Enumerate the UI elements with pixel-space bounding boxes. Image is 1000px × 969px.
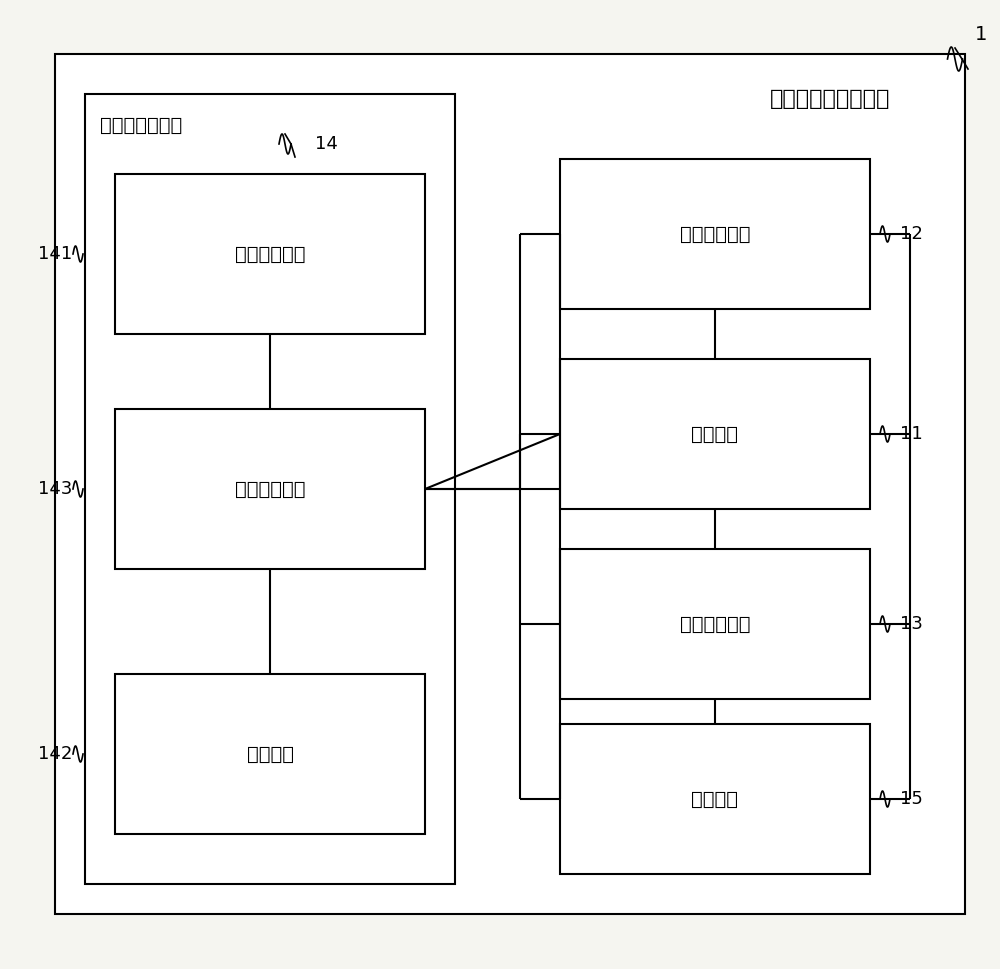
Text: 漏水检测模块: 漏水检测模块 (680, 614, 750, 634)
Text: 1: 1 (975, 24, 987, 44)
FancyBboxPatch shape (560, 159, 870, 309)
Text: 141: 141 (38, 245, 72, 263)
FancyBboxPatch shape (560, 359, 870, 509)
Text: 电池管理模块: 电池管理模块 (235, 480, 305, 498)
FancyBboxPatch shape (115, 674, 425, 834)
FancyBboxPatch shape (115, 409, 425, 569)
Text: 15: 15 (900, 790, 923, 808)
Text: 13: 13 (900, 615, 923, 633)
Text: 开关模块: 开关模块 (692, 790, 738, 808)
Text: 直饮水设备监测系统: 直饮水设备监测系统 (770, 89, 890, 109)
FancyBboxPatch shape (560, 549, 870, 699)
Text: 充电电池: 充电电池 (246, 744, 294, 764)
FancyBboxPatch shape (560, 724, 870, 874)
FancyBboxPatch shape (85, 94, 455, 884)
FancyBboxPatch shape (55, 54, 965, 914)
Text: 太阳能电池板: 太阳能电池板 (235, 244, 305, 264)
Text: 143: 143 (38, 480, 72, 498)
Text: 太阳能供电模块: 太阳能供电模块 (100, 116, 182, 135)
Text: 142: 142 (38, 745, 72, 763)
Text: 流量检测模块: 流量检测模块 (680, 225, 750, 243)
FancyBboxPatch shape (115, 174, 425, 334)
Text: 12: 12 (900, 225, 923, 243)
Text: 主控模块: 主控模块 (692, 424, 738, 444)
Text: 14: 14 (315, 135, 338, 153)
Text: 11: 11 (900, 425, 923, 443)
